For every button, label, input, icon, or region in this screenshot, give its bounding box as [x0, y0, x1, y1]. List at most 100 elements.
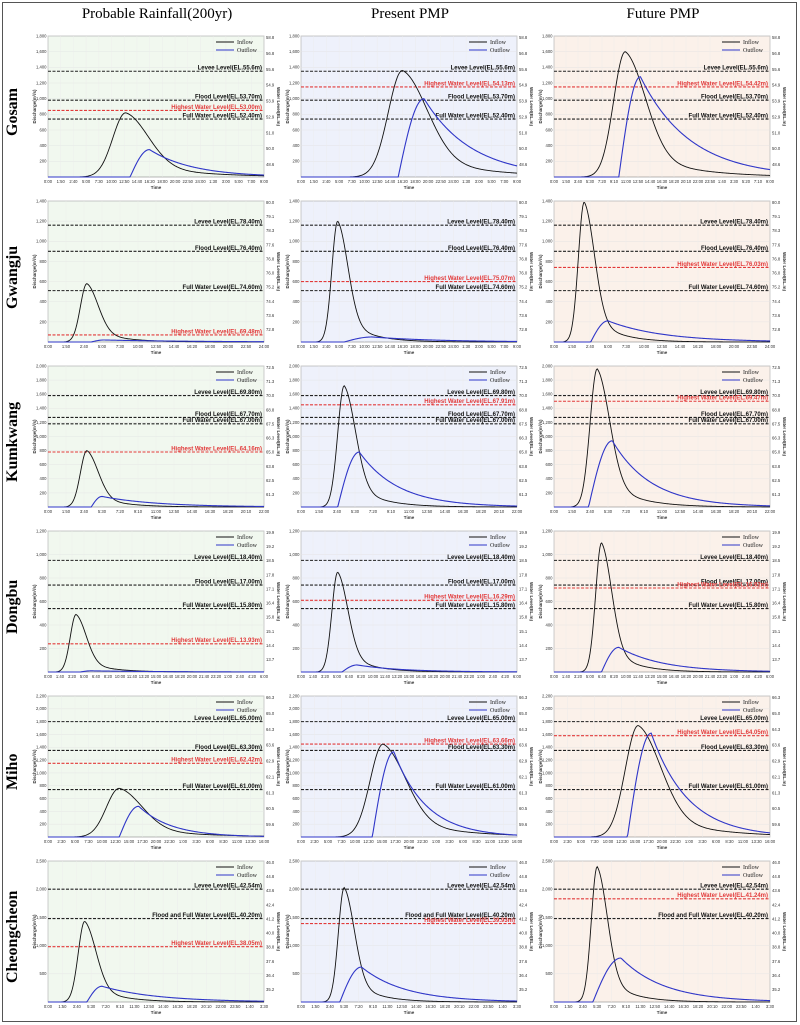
- x-tick-label: 5:00: [577, 839, 586, 844]
- series-inflow-line: [554, 202, 770, 343]
- x-tick-label: 18:00: [711, 344, 722, 349]
- y-tick-label: 500: [546, 971, 554, 976]
- legend-inflow-label: Inflow: [743, 534, 760, 541]
- wl-tick-label: 16.4: [772, 601, 781, 606]
- wl-tick-label: 19.9: [772, 530, 781, 535]
- x-tick-label: 20:10: [241, 509, 252, 514]
- x-tick-label: 12:30: [616, 839, 627, 844]
- level-label-levee-level: Levee Level(EL.78.40m): [447, 220, 515, 226]
- y-axis-label-left: Discharge(m³/s): [32, 254, 37, 289]
- series-inflow-line: [48, 450, 264, 508]
- wl-tick-label: 62.1: [772, 774, 781, 779]
- wl-tick-label: 15.8: [266, 615, 275, 620]
- y-tick-label: 800: [546, 575, 554, 580]
- series-outflow-line: [301, 336, 518, 343]
- wl-tick-label: 18.5: [266, 558, 275, 563]
- y-axis-label-right: Water Level(EL.m): [276, 912, 280, 952]
- x-tick-label: 20:00: [729, 344, 740, 349]
- level-label-full-water-level: Full Water Level(EL.67.00m): [183, 418, 262, 424]
- y-axis-label-left: Discharge(m³/s): [285, 914, 290, 949]
- x-axis-label: Time: [151, 1010, 162, 1015]
- y-tick-label: 2,500: [542, 858, 553, 863]
- series-inflow-line: [48, 920, 264, 1003]
- series-outflow-line: [301, 751, 518, 838]
- wl-tick-label: 50.0: [266, 146, 275, 151]
- x-tick-label: 20:00: [693, 674, 704, 679]
- chart-dongbu-present-pmp: 200 400 600 800 1,000 1,200 0:00 1:40 3:20 5:00 6:…: [285, 526, 533, 686]
- wl-tick-label: 14.4: [772, 643, 781, 648]
- y-axis-label-right: Water Level(EL.m): [529, 582, 533, 622]
- legend-outflow-label: Outflow: [490, 377, 511, 384]
- y-tick-label: 1,600: [542, 732, 553, 737]
- x-tick-label: 7:20: [608, 1004, 617, 1009]
- series-outflow-line: [554, 440, 771, 508]
- x-tick-label: 12:50: [657, 344, 668, 349]
- wl-tick-label: 72.8: [266, 327, 275, 332]
- x-tick-label: 7:20: [598, 179, 607, 184]
- wl-tick-label: 64.3: [519, 727, 528, 732]
- level-label-highest-water-level: Highest Water Level(EL.16.92m): [677, 582, 768, 588]
- y-tick-label: 600: [293, 796, 301, 801]
- y-axis-label-right: Water Level(EL.m): [529, 252, 533, 292]
- x-tick-label: 20:10: [707, 1004, 718, 1009]
- y-tick-label: 400: [293, 476, 301, 481]
- x-tick-label: 24:00: [765, 344, 776, 349]
- series-inflow-line: [554, 51, 771, 178]
- level-label-full-water-level: Full Water Level(EL.61.00m): [436, 784, 515, 790]
- wl-tick-label: 62.9: [772, 759, 781, 764]
- x-tick-label: 16:40: [416, 674, 427, 679]
- x-tick-label: 1:30: [209, 179, 218, 184]
- plot-area: [47, 860, 265, 1003]
- x-tick-label: 9:00: [513, 344, 522, 349]
- wl-tick-label: 56.8: [519, 51, 528, 56]
- x-tick-label: 6:40: [345, 674, 354, 679]
- row-label-miho: Miho: [4, 753, 21, 791]
- x-tick-label: 7:20: [102, 1004, 111, 1009]
- y-tick-label: 600: [40, 279, 48, 284]
- y-tick-label: 1,400: [289, 198, 300, 203]
- wl-tick-label: 38.8: [266, 945, 275, 950]
- column-header-future-pmp: Future PMP: [626, 6, 700, 22]
- level-label-highest-water-level: Highest Water Level(EL.75.07m): [424, 276, 515, 282]
- x-tick-label: 16:00: [259, 839, 270, 844]
- x-tick-label: 12:50: [151, 344, 162, 349]
- x-tick-label: 16:30: [205, 509, 216, 514]
- chart-svg: 200 400 600 800 1,000 1,200 1,400 1,600 1,800 2,0…: [538, 363, 786, 520]
- wl-tick-label: 52.9: [266, 114, 275, 119]
- x-tick-label: 20:00: [151, 839, 162, 844]
- wl-tick-label: 61.3: [519, 492, 528, 497]
- x-tick-label: 3:30: [766, 1004, 775, 1009]
- wl-tick-label: 66.3: [266, 695, 275, 700]
- wl-tick-label: 71.3: [266, 379, 275, 384]
- chart-miho-probable-rainfall-200yr: 200 400 600 800 1,000 1,200 1,400 1,600 1,800 2,0…: [32, 691, 280, 851]
- wl-tick-label: 19.2: [772, 544, 781, 549]
- x-tick-label: 5:30: [604, 509, 613, 514]
- wl-tick-label: 79.1: [519, 214, 528, 219]
- x-tick-label: 1:30: [462, 179, 471, 184]
- wl-tick-label: 66.3: [266, 436, 275, 441]
- x-tick-label: 1:40: [752, 1004, 761, 1009]
- x-tick-label: 12:50: [675, 509, 686, 514]
- wl-tick-label: 60.5: [266, 806, 275, 811]
- x-tick-label: 14:40: [693, 509, 704, 514]
- x-tick-label: 20:00: [187, 674, 198, 679]
- x-tick-label: 0:00: [44, 839, 53, 844]
- y-tick-label: 1,200: [36, 80, 47, 85]
- y-tick-label: 800: [546, 112, 554, 117]
- y-tick-label: 1,000: [542, 770, 553, 775]
- x-tick-label: 1:50: [568, 344, 577, 349]
- x-tick-label: 8:30: [472, 839, 481, 844]
- x-tick-label: 15:00: [151, 674, 162, 679]
- x-tick-label: 22:30: [670, 839, 681, 844]
- wl-tick-label: 73.6: [772, 313, 781, 318]
- wl-tick-label: 44.8: [519, 874, 528, 879]
- y-tick-label: 2,000: [36, 363, 47, 368]
- x-tick-label: 12:50: [144, 1004, 155, 1009]
- wl-tick-label: 14.4: [266, 643, 275, 648]
- x-tick-label: 1:00: [179, 839, 188, 844]
- y-tick-label: 800: [40, 112, 48, 117]
- chart-svg: 500 1,000 1,500 2,000 2,500 0:00 1:50 3:40 5:30 7…: [285, 858, 533, 1015]
- wl-tick-label: 70.0: [772, 393, 781, 398]
- wl-tick-label: 15.1: [519, 629, 528, 634]
- x-tick-label: 13:20: [392, 674, 403, 679]
